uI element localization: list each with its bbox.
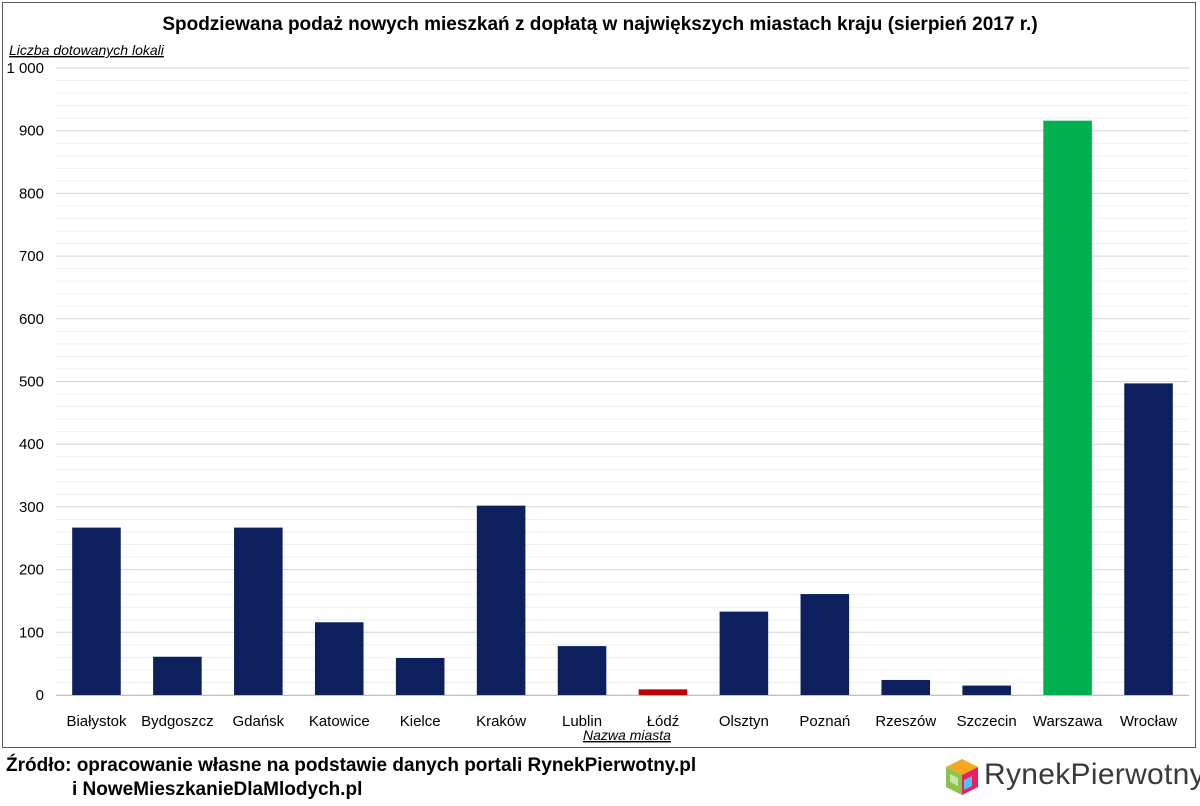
logo-text-part2: Pierwotny [1070, 758, 1200, 791]
bar-11 [962, 685, 1011, 695]
x-tick-label: Kielce [400, 713, 441, 730]
bar-6 [557, 646, 607, 695]
bar-8 [719, 611, 769, 695]
y-tick-label: 500 [19, 374, 44, 391]
bar-chart: Spodziewana podaż nowych mieszkań z dopł… [6, 14, 1189, 743]
x-tick-label: Gdańsk [232, 713, 284, 730]
y-tick-label: 0 [36, 687, 44, 704]
bar-10 [881, 679, 931, 695]
x-tick-label: Olsztyn [719, 713, 769, 730]
x-tick-label: Bydgoszcz [141, 713, 214, 730]
x-tick-label: Warszawa [1033, 713, 1103, 730]
y-tick-label: 200 [19, 562, 44, 579]
y-axis-label: Liczba dotowanych lokali [9, 42, 165, 58]
logo-text-part1: Rynek [984, 758, 1071, 791]
bar-13 [1124, 383, 1173, 695]
gridlines [56, 67, 1189, 696]
y-tick-label: 800 [19, 185, 44, 202]
y-tick-label: 300 [19, 499, 44, 516]
bar-1 [153, 656, 202, 695]
source-line-1: Źródło: opracowanie własne na podstawie … [6, 755, 697, 776]
x-tick-label: Rzeszów [875, 713, 936, 730]
bar-7 [638, 689, 688, 695]
x-tick-label: Katowice [309, 713, 370, 730]
cube-house-icon [946, 759, 978, 795]
bar-5 [476, 505, 526, 695]
source-line-2: i NoweMieszkanieDlaMlodych.pl [72, 779, 363, 800]
x-tick-labels: Białystok Bydgoszcz Gdańsk Katowice Kielce Kr… [66, 713, 1177, 730]
x-tick-label: Szczecin [957, 713, 1017, 730]
y-tick-label: 900 [19, 123, 44, 140]
x-tick-label: Wrocław [1120, 713, 1177, 730]
y-tick-label: 700 [19, 248, 44, 265]
bar-2 [234, 527, 283, 695]
x-axis-label: Nazwa miasta [583, 727, 671, 743]
x-tick-label: Lublin [562, 713, 602, 730]
y-tick-labels: 0 100 200 300 400 500 600 700 800 900 1 000 [6, 60, 44, 704]
rynekpierwotny-logo: RynekPierwotny [942, 756, 1200, 800]
bars [72, 120, 1173, 696]
logo-text: RynekPierwotny [984, 758, 1200, 792]
y-tick-label: 600 [19, 311, 44, 328]
y-tick-label: 100 [19, 624, 44, 641]
x-tick-label: Łódź [647, 713, 680, 730]
bar-0 [72, 527, 121, 695]
chart-title: Spodziewana podaż nowych mieszkań z dopł… [162, 14, 1037, 35]
chart-frame: Spodziewana podaż nowych mieszkań z dopł… [2, 2, 1196, 748]
bar-3 [314, 622, 364, 695]
bar-12 [1043, 120, 1092, 696]
bar-4 [395, 658, 445, 695]
y-tick-label: 1 000 [6, 60, 44, 77]
bar-9 [800, 594, 850, 695]
x-tick-label: Białystok [66, 713, 127, 730]
x-tick-label: Poznań [799, 713, 850, 730]
y-tick-label: 400 [19, 436, 44, 453]
x-tick-label: Kraków [476, 713, 526, 730]
